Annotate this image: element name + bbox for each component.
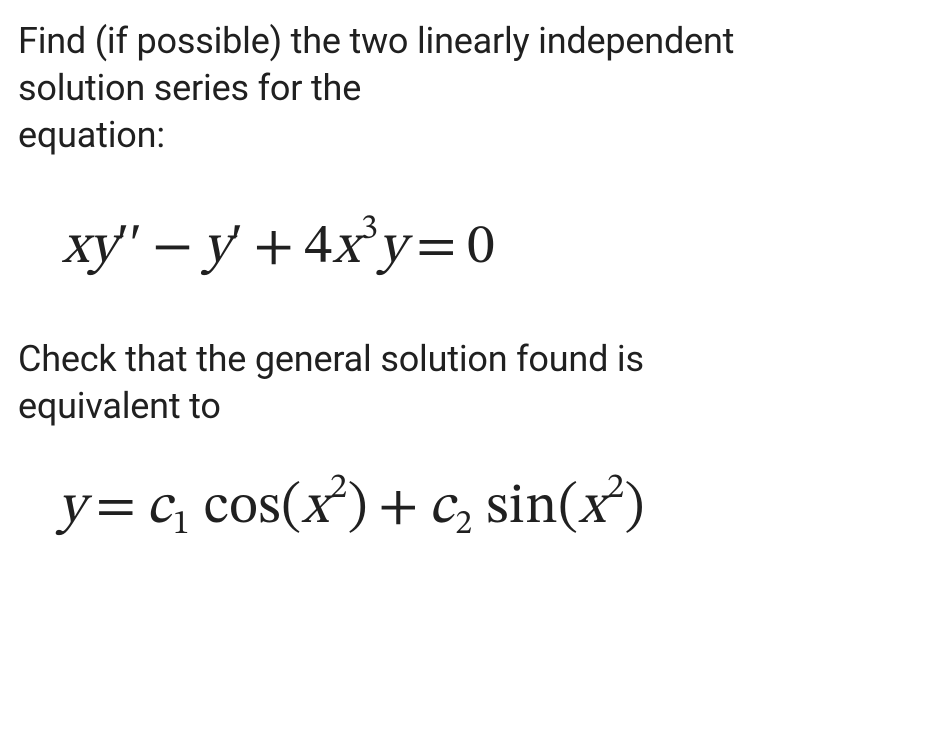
check-line-1: Check that the general solution found is [18,338,644,380]
sin-func: sin [486,480,558,536]
sub-1: 1 [172,507,190,541]
sol-c2: c [429,480,454,536]
cos-func: cos [204,480,281,536]
single-prime: ′ [231,213,244,275]
prose-line-2: solution series for the [18,67,361,109]
minus-op: − [142,220,203,276]
coef-4: 4 [304,220,332,276]
sin-exp: 2 [606,472,625,506]
equation-solution: y=c1 cos(x2)+c2 sin(x2) [58,478,933,540]
rpar1: ) [348,480,369,536]
equation-ode: xy′′−y′+4x3y=0 [62,214,933,280]
cos-exp: 2 [329,472,348,506]
zero: 0 [467,220,495,276]
equals-op: = [406,220,467,276]
sol-plus: + [368,480,429,536]
cos-x: x [302,480,329,536]
sol-c1: c [146,480,171,536]
plus-op: + [244,220,305,276]
lpar2: ( [558,480,579,536]
prose-line-1: Find (if possible) the two linearly inde… [18,20,734,62]
term-y: y [203,220,231,276]
term-y2: y [379,220,407,276]
check-line-2: equivalent to [18,385,221,427]
problem-statement: Find (if possible) the two linearly inde… [18,18,933,158]
check-statement: Check that the general solution found is… [18,336,933,430]
prose-line-3: equation: [18,114,165,156]
sub-2: 2 [454,507,472,541]
term-x: x [333,220,360,276]
sol-equals: = [86,480,147,536]
double-prime: ′′ [117,213,143,275]
sin-x: x [579,480,606,536]
term-xy: xy [62,220,117,276]
exp-3: 3 [360,213,379,247]
rpar2: ) [625,480,646,536]
sol-y: y [58,480,86,536]
lpar1: ( [281,480,302,536]
